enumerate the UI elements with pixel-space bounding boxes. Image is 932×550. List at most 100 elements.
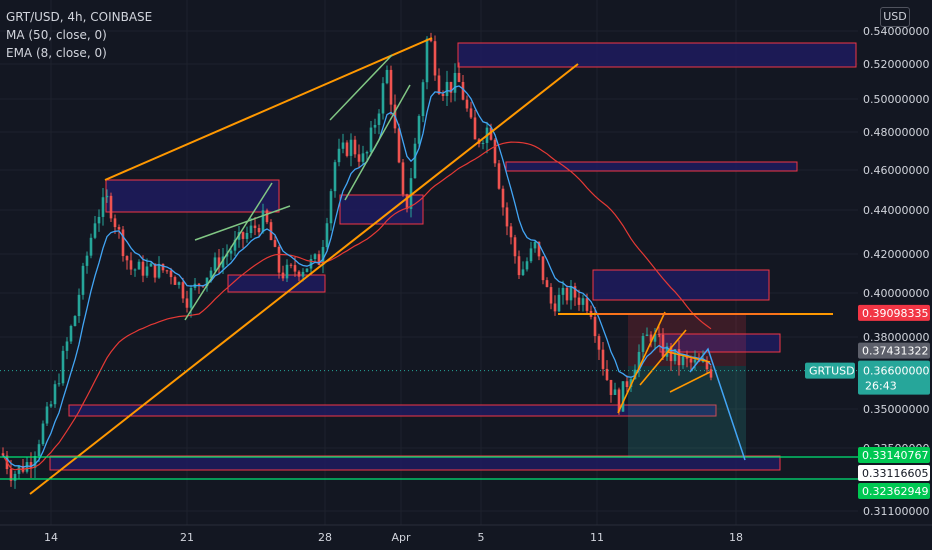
candle-body xyxy=(57,383,61,385)
zone-box xyxy=(105,179,280,213)
candle-body xyxy=(205,277,209,287)
candle-body xyxy=(109,195,113,219)
price-tick-label: 0.38000000 xyxy=(863,331,929,344)
candle-body xyxy=(169,270,173,278)
candle-body xyxy=(113,218,117,228)
candle-body xyxy=(345,142,349,156)
symbol-title[interactable]: GRT/USD, 4h, COINBASE xyxy=(6,10,153,24)
candle-body xyxy=(177,282,181,285)
candle-body xyxy=(161,263,165,271)
candle-body xyxy=(601,349,605,369)
candle-body xyxy=(581,298,585,305)
currency-button[interactable]: USD xyxy=(880,7,910,27)
candle-body xyxy=(69,325,73,342)
candle-body xyxy=(337,148,341,163)
candle-body xyxy=(577,297,581,305)
price-tag-bg xyxy=(858,304,930,321)
candle-body xyxy=(293,265,297,272)
candle-body xyxy=(433,41,437,76)
projection-path xyxy=(689,347,746,461)
time-tick-label: 5 xyxy=(478,531,485,544)
candle-body xyxy=(529,248,533,262)
candle-body xyxy=(549,287,553,304)
candle-body xyxy=(369,127,373,153)
candle-body xyxy=(217,257,221,268)
candle-body xyxy=(233,239,237,251)
candle-body xyxy=(565,287,569,301)
current-price-value: 0.36600000 xyxy=(863,365,929,378)
candle-body xyxy=(297,271,301,277)
price-tag-bg xyxy=(858,483,930,499)
zone-box xyxy=(49,455,781,471)
symbol-label: GRTUSD xyxy=(809,365,855,378)
zone-boxes xyxy=(49,42,857,471)
candle-body xyxy=(77,294,81,317)
candle-body xyxy=(37,444,41,457)
candle-body xyxy=(481,142,485,144)
candle-body xyxy=(73,316,77,326)
ema-indicator-label[interactable]: EMA (8, close, 0) xyxy=(6,46,107,60)
candle-body xyxy=(373,124,377,128)
candle-body xyxy=(185,298,189,308)
candle-body xyxy=(561,287,565,295)
time-axis: 14 21 28 Apr 5 11 18 xyxy=(0,524,932,544)
zone-box xyxy=(659,333,781,353)
time-tick-label: 28 xyxy=(318,531,332,544)
candle-body xyxy=(265,210,269,223)
candle-body xyxy=(285,264,289,279)
candle-body xyxy=(257,228,261,233)
wedge-line xyxy=(639,329,687,386)
candle-body xyxy=(509,226,513,238)
candle-body xyxy=(173,277,177,285)
candle-body xyxy=(541,256,545,281)
price-tag-bg xyxy=(858,342,930,359)
candle-body xyxy=(429,38,433,42)
candle-body xyxy=(181,282,185,299)
candle-body xyxy=(353,139,357,155)
candle-body xyxy=(645,334,649,336)
candle-body xyxy=(253,225,257,229)
candle-body xyxy=(149,263,153,267)
candle-body xyxy=(573,286,577,298)
candle-body xyxy=(349,139,353,156)
candle-body xyxy=(277,246,281,273)
countdown-timer: 26:43 xyxy=(865,380,897,393)
candle-body xyxy=(377,113,381,125)
candle-body xyxy=(317,254,321,265)
candle-body xyxy=(449,81,453,93)
candle-body xyxy=(445,81,449,97)
candle-body xyxy=(61,350,65,384)
candle-body xyxy=(157,263,161,278)
candle-body xyxy=(653,333,657,342)
candle-body xyxy=(81,265,85,295)
candle-body xyxy=(9,469,13,481)
candle-body xyxy=(141,261,145,276)
ma-indicator-label[interactable]: MA (50, close, 0) xyxy=(6,28,107,42)
candle-body xyxy=(533,241,537,249)
candle-body xyxy=(101,197,105,217)
time-tick-label: 11 xyxy=(590,531,604,544)
candle-body xyxy=(453,72,457,93)
candle-body xyxy=(617,389,621,412)
legend: GRT/USD, 4h, COINBASE MA (50, close, 0) … xyxy=(6,8,152,62)
candle-body xyxy=(625,381,629,388)
candle-body xyxy=(545,280,549,288)
candle-body xyxy=(409,178,413,209)
candle-body xyxy=(489,127,493,140)
channel-line xyxy=(184,182,273,321)
candle-body xyxy=(165,270,169,272)
zone-box xyxy=(592,269,770,301)
candle-body xyxy=(305,268,309,272)
candle-body xyxy=(685,356,689,359)
take-profit-area xyxy=(628,366,746,458)
candle-body xyxy=(505,207,509,227)
wedge-line xyxy=(669,371,711,393)
wedge-line xyxy=(667,351,711,363)
ema-line xyxy=(2,85,712,468)
candle-body xyxy=(357,154,361,162)
candle-body xyxy=(53,384,57,405)
candle-body xyxy=(93,223,97,238)
current-price-tag-bg xyxy=(858,360,930,395)
candle-body xyxy=(273,240,277,247)
